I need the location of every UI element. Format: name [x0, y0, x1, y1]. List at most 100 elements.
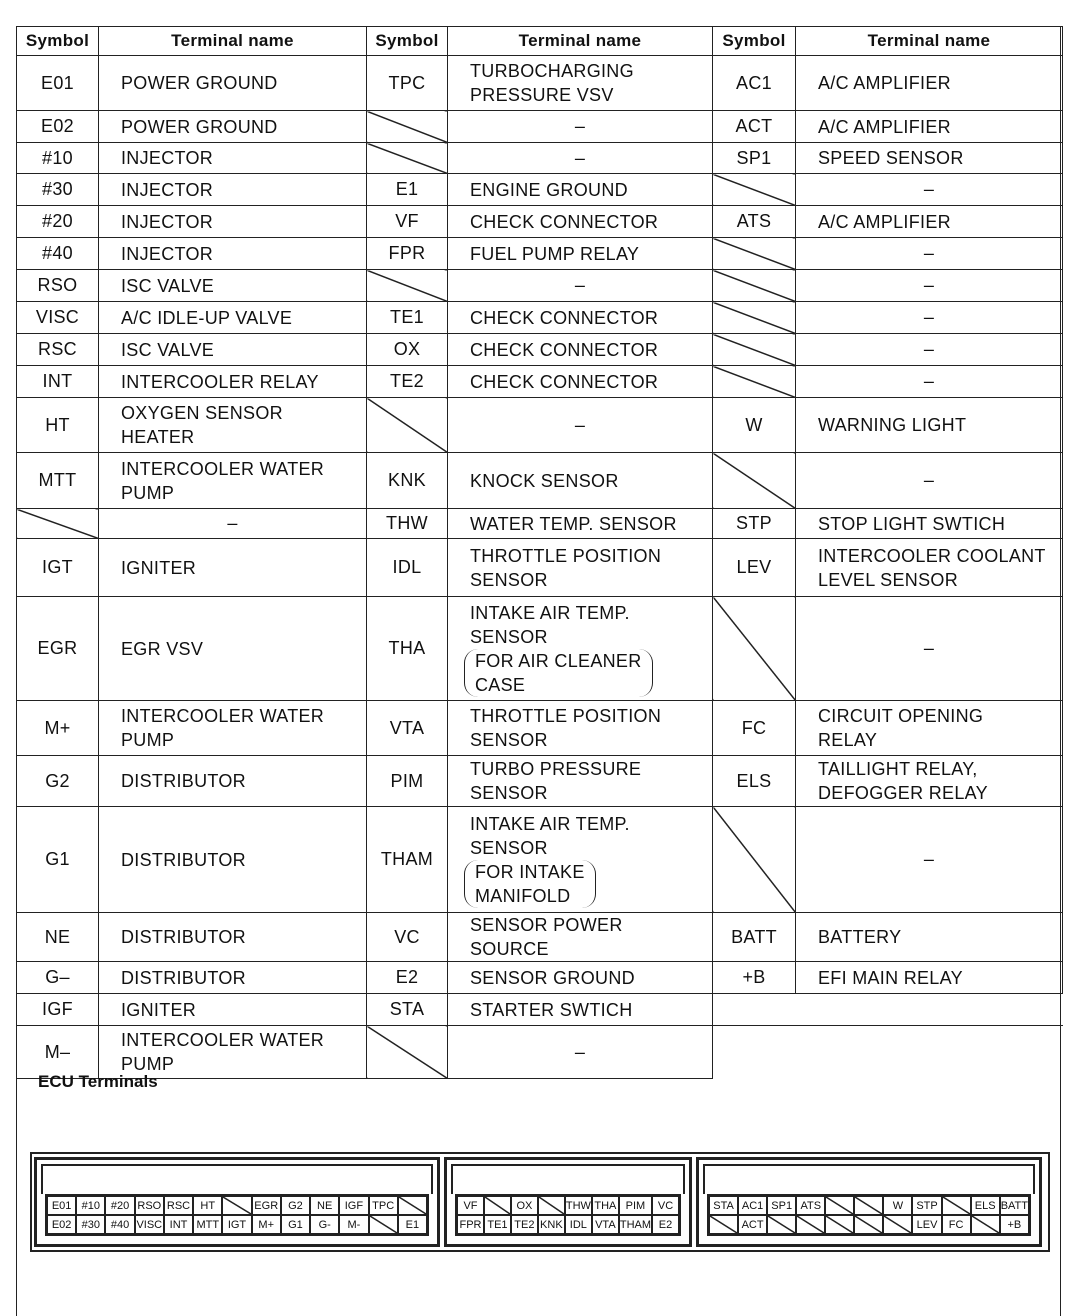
- connector-pin: VF: [457, 1196, 484, 1215]
- terminal-name: EFI MAIN RELAY: [818, 967, 963, 988]
- symbol-cell: +B: [712, 961, 796, 994]
- connector-pin: HT: [193, 1196, 223, 1215]
- terminal-name: ENGINE GROUND: [470, 179, 628, 200]
- connector-pin: VISC: [134, 1215, 164, 1234]
- terminal-name: CHECK CONNECTOR: [470, 339, 659, 360]
- header-symbol: Symbol: [712, 26, 796, 56]
- terminal-name: SENSOR POWER SOURCE: [470, 915, 623, 959]
- symbol-cell: ELS: [712, 755, 796, 807]
- terminal-name: CHECK CONNECTOR: [470, 371, 659, 392]
- terminal-name: INTERCOOLER WATER PUMP: [121, 458, 325, 503]
- connector-pin: SP1: [767, 1196, 797, 1215]
- symbol-cell: G2: [16, 755, 99, 807]
- terminal-name: THROTTLE POSITION SENSOR: [470, 706, 662, 750]
- unused-pin: [397, 1196, 427, 1215]
- terminal-name-cell: –: [795, 365, 1063, 398]
- connector-pin: THW: [564, 1196, 592, 1215]
- connector-pin: FC: [941, 1215, 971, 1234]
- terminal-name: BATTERY: [818, 927, 902, 947]
- connector-pin: BATT: [999, 1196, 1029, 1215]
- connector-pin: TPC: [368, 1196, 398, 1215]
- connector-pin: E01: [47, 1196, 77, 1215]
- terminal-name: SPEED SENSOR: [818, 148, 964, 168]
- symbol-cell: E2: [366, 961, 448, 994]
- unused-symbol-cell: [712, 452, 796, 509]
- terminal-name: KNOCK SENSOR: [470, 470, 619, 491]
- connector-pin: ACT: [738, 1215, 768, 1234]
- terminal-name: INJECTOR: [121, 148, 214, 168]
- table-row: NE DISTRIBUTOR VC SENSOR POWER SOURCE BATT BA…: [16, 912, 1063, 962]
- terminal-name: DISTRIBUTOR: [121, 849, 246, 870]
- terminal-name: –: [923, 849, 935, 869]
- terminal-name-cell: TURBO PRESSURE SENSOR: [447, 755, 713, 807]
- terminal-name-cell: –: [795, 806, 1063, 913]
- connector-pin: E2: [652, 1215, 679, 1234]
- terminal-name: WATER TEMP. SENSOR: [470, 513, 677, 534]
- terminal-name-cell: INJECTOR: [98, 205, 367, 238]
- terminal-name: TURBOCHARGING PRESSURE VSV: [470, 61, 634, 105]
- terminal-name: A/C AMPLIFIER: [818, 211, 951, 232]
- terminal-name-cell: IGNITER: [98, 993, 367, 1026]
- table-row: IGF IGNITER STA STARTER SWTICH: [16, 993, 1063, 1026]
- terminal-name: INTERCOOLER COOLANT LEVEL SENSOR: [818, 545, 1046, 590]
- connector-pin: KNK: [537, 1215, 565, 1234]
- terminal-name-cell: CHECK CONNECTOR: [447, 205, 713, 238]
- ecu-connector-outline: [30, 1152, 1050, 1252]
- terminal-name-cell: WARNING LIGHT: [795, 397, 1063, 453]
- table-row: MTT INTERCOOLER WATER PUMP KNK KNOCK SENSOR…: [16, 452, 1063, 509]
- connector-pin: VTA: [591, 1215, 619, 1234]
- connector-pin: EGR: [251, 1196, 281, 1215]
- connector-pin: NE: [310, 1196, 340, 1215]
- terminal-name-cell: CHECK CONNECTOR: [447, 301, 713, 334]
- table-row: – THW WATER TEMP. SENSOR STP STOP LIGHT SWTI…: [16, 508, 1063, 539]
- symbol-cell: FPR: [366, 237, 448, 270]
- terminal-name-cell: INJECTOR: [98, 173, 367, 206]
- terminal-name: –: [923, 470, 935, 490]
- symbol-cell: W: [712, 397, 796, 453]
- terminal-name: WARNING LIGHT: [818, 415, 967, 435]
- symbol-cell: TE1: [366, 301, 448, 334]
- symbol-cell: G–: [16, 961, 99, 994]
- unused-symbol-cell: [366, 269, 448, 302]
- symbol-cell: #40: [16, 237, 99, 270]
- terminal-name-cell: –: [447, 397, 713, 453]
- terminal-name: SENSOR GROUND: [470, 967, 635, 988]
- connector-pin: +B: [999, 1215, 1029, 1234]
- connector-pin: ELS: [970, 1196, 1000, 1215]
- terminal-name-cell: –: [447, 269, 713, 302]
- terminal-name: TURBO PRESSURE SENSOR: [470, 759, 642, 803]
- terminal-name: –: [923, 339, 935, 359]
- terminal-name: DISTRIBUTOR: [121, 967, 246, 988]
- unused-pin: [767, 1215, 797, 1234]
- symbol-cell: M–: [16, 1025, 99, 1079]
- terminal-name: –: [227, 513, 238, 533]
- symbol-cell: INT: [16, 365, 99, 398]
- terminal-name-cell: EFI MAIN RELAY: [795, 961, 1063, 994]
- terminal-name-cell: A/C IDLE-UP VALVE: [98, 301, 367, 334]
- table-row: G1 DISTRIBUTOR THAM INTAKE AIR TEMP. SENSOR…: [16, 806, 1063, 913]
- terminal-name-cell: –: [447, 1025, 713, 1079]
- unused-pin: [854, 1196, 884, 1215]
- symbol-cell: VISC: [16, 301, 99, 334]
- terminal-name: TAILLIGHT RELAY, DEFOGGER RELAY: [818, 759, 988, 803]
- connector-pin: E02: [47, 1215, 77, 1234]
- terminal-name: A/C AMPLIFIER: [818, 116, 951, 137]
- terminal-name-cell: SENSOR GROUND: [447, 961, 713, 994]
- terminal-name-cell: STARTER SWTICH: [447, 993, 713, 1026]
- unused-symbol-cell: [712, 365, 796, 398]
- terminal-name-cell: INTERCOOLER RELAY: [98, 365, 367, 398]
- terminal-name-cell: –: [98, 508, 367, 539]
- connector-pin: IDL: [564, 1215, 592, 1234]
- terminal-name-cell: A/C AMPLIFIER: [795, 55, 1063, 111]
- terminal-name: DISTRIBUTOR: [121, 771, 246, 791]
- symbol-cell: RSO: [16, 269, 99, 302]
- terminal-name-cell: POWER GROUND: [98, 55, 367, 111]
- terminal-name: THROTTLE POSITION SENSOR: [470, 545, 662, 590]
- terminal-name: –: [574, 147, 586, 168]
- table-row: E02 POWER GROUND – ACT A/C AMPLIFIER: [16, 110, 1063, 143]
- unused-pin: [854, 1215, 884, 1234]
- terminal-name-cell: THROTTLE POSITION SENSOR: [447, 700, 713, 756]
- connector-pin: FPR: [457, 1215, 484, 1234]
- terminal-name: IGNITER: [121, 557, 197, 578]
- symbol-cell: ATS: [712, 205, 796, 238]
